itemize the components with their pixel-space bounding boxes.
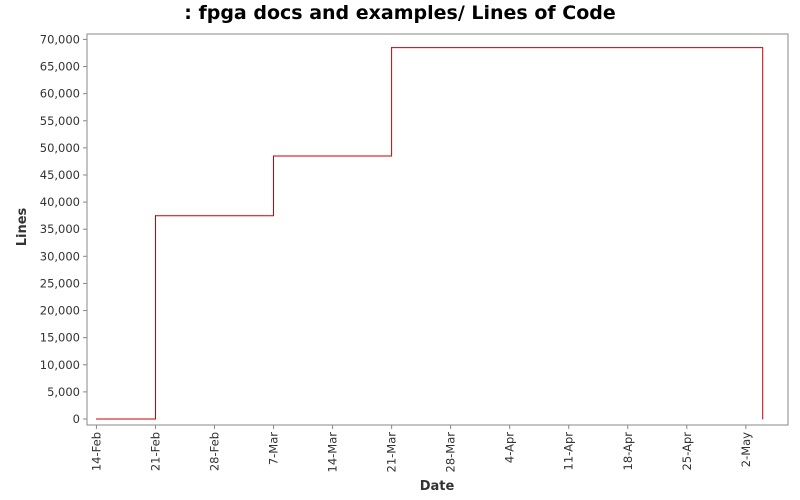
y-tick-label: 15,000 [40, 331, 80, 345]
data-point [391, 47, 393, 49]
y-tick-label: 20,000 [40, 304, 80, 318]
x-tick-label: 14-Feb [89, 432, 103, 471]
data-point [154, 215, 156, 217]
data-point [95, 418, 97, 420]
y-tick-label: 40,000 [40, 195, 80, 209]
y-axis: 0 5,000 10,000 15,000 20,000 25,000 30,000 35,0… [40, 32, 87, 426]
y-tick-label: 10,000 [40, 358, 80, 372]
chart-title: : fpga docs and examples/ Lines of Code [184, 2, 616, 24]
y-tick-label: 35,000 [40, 222, 80, 236]
x-tick-label: 14-Mar [326, 432, 340, 473]
y-tick-label: 5,000 [47, 385, 80, 399]
x-tick-label: 2-May [739, 432, 753, 467]
x-tick-label: 28-Feb [208, 432, 222, 471]
y-tick-label: 50,000 [40, 141, 80, 155]
y-tick-label: 25,000 [40, 276, 80, 290]
y-tick-label: 65,000 [40, 60, 80, 74]
y-tick-label: 30,000 [40, 249, 80, 263]
x-tick-label: 7-Mar [267, 432, 281, 465]
x-tick-label: 28-Mar [444, 432, 458, 473]
y-tick-label: 70,000 [40, 32, 80, 46]
data-point [762, 418, 764, 420]
y-axis-title: Lines [15, 207, 30, 246]
x-tick-label: 11-Apr [562, 432, 576, 471]
data-point [273, 155, 275, 157]
x-tick-label: 25-Apr [680, 432, 694, 471]
y-tick-label: 0 [73, 412, 80, 426]
y-tick-label: 55,000 [40, 114, 80, 128]
x-axis-title: Date [420, 479, 455, 494]
y-tick-label: 60,000 [40, 87, 80, 101]
x-tick-label: 21-Feb [148, 432, 162, 471]
x-axis: 14-Feb 21-Feb 28-Feb 7-Mar 14-Mar 21-Mar 28-Ma… [89, 425, 753, 473]
plot-area-border [86, 33, 789, 426]
x-tick-label: 4-Apr [503, 432, 517, 463]
y-tick-label: 45,000 [40, 168, 80, 182]
x-tick-label: 21-Mar [385, 432, 399, 473]
x-tick-label: 18-Apr [621, 432, 635, 471]
